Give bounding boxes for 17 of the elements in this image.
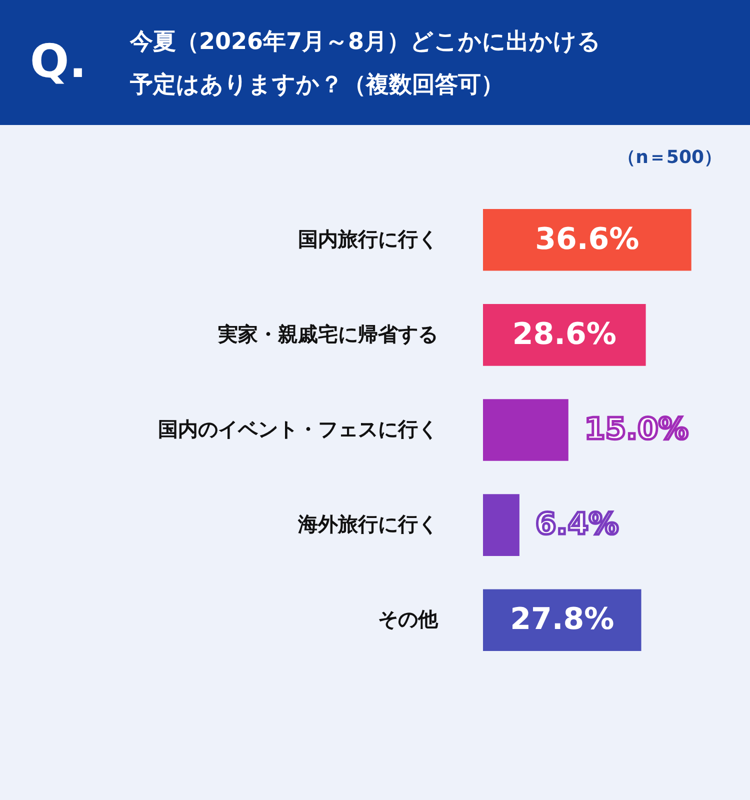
y-tick-label: 国内のイベント・フェスに行く bbox=[158, 417, 438, 441]
data-label: 36.6% bbox=[535, 222, 640, 257]
chart-subtitle: （n＝500） bbox=[618, 147, 722, 168]
data-label: 28.6% bbox=[512, 316, 616, 352]
bar bbox=[483, 209, 692, 271]
y-tick-label: 海外旅行に行く bbox=[297, 512, 438, 536]
bar bbox=[483, 589, 642, 651]
data-label: 15.0% bbox=[584, 412, 688, 447]
data-label: 27.8% bbox=[510, 602, 614, 638]
y-tick-label: 国内旅行に行く bbox=[298, 226, 438, 251]
y-tick-label: 実家・親戚宅に帰省する bbox=[217, 322, 438, 346]
data-label: 6.4% bbox=[535, 507, 619, 542]
bar bbox=[483, 399, 568, 461]
text: Q. bbox=[30, 34, 87, 88]
bar bbox=[483, 494, 520, 556]
y-tick-label: その他 bbox=[378, 607, 439, 632]
chart-title: 今夏（2026年7月～8月）どこかに出かける予定はありますか？（複数回答可） bbox=[129, 29, 602, 98]
